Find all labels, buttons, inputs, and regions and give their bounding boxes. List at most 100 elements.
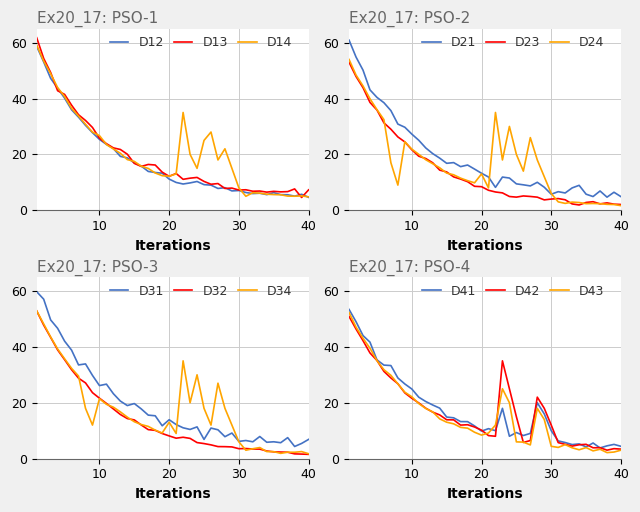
D34 — [82, 406, 90, 412]
D14 — [277, 191, 285, 198]
D12 — [186, 180, 194, 186]
Legend: D12, D13, D14: D12, D13, D14 — [104, 31, 297, 54]
D23 — [596, 201, 604, 207]
D23 — [464, 179, 472, 185]
D32 — [40, 322, 47, 328]
D42 — [561, 441, 569, 447]
D31 — [235, 438, 243, 444]
Legend: D31, D32, D34: D31, D32, D34 — [104, 280, 297, 303]
D12 — [214, 185, 222, 191]
Line: D43: D43 — [349, 313, 621, 453]
D13 — [200, 178, 208, 184]
D24 — [513, 152, 520, 158]
D43 — [506, 400, 513, 406]
D12 — [47, 75, 54, 81]
D41 — [408, 386, 415, 392]
D42 — [380, 368, 388, 374]
D24 — [540, 174, 548, 180]
D41 — [527, 430, 534, 436]
D41 — [484, 425, 492, 432]
D23 — [575, 202, 583, 208]
D24 — [443, 170, 451, 176]
D14 — [200, 137, 208, 143]
D12 — [145, 168, 152, 175]
D41 — [596, 445, 604, 451]
D32 — [82, 380, 90, 386]
D42 — [513, 414, 520, 420]
D14 — [235, 185, 243, 191]
D42 — [540, 406, 548, 412]
D21 — [470, 166, 478, 172]
D21 — [443, 160, 451, 166]
D13 — [270, 188, 278, 195]
D41 — [589, 440, 597, 446]
D24 — [436, 165, 444, 171]
D41 — [380, 362, 388, 368]
D23 — [408, 147, 415, 153]
D24 — [422, 157, 429, 163]
D13 — [179, 176, 187, 182]
D21 — [492, 184, 499, 190]
D42 — [617, 446, 625, 452]
D34 — [228, 422, 236, 428]
D32 — [298, 451, 305, 457]
D34 — [124, 414, 131, 420]
D31 — [284, 435, 291, 441]
D34 — [270, 449, 278, 455]
D24 — [408, 146, 415, 152]
D12 — [152, 169, 159, 176]
D23 — [394, 134, 402, 140]
D12 — [88, 130, 96, 136]
D13 — [33, 35, 40, 41]
Line: D34: D34 — [36, 311, 308, 454]
D41 — [366, 339, 374, 345]
D24 — [603, 201, 611, 207]
D41 — [506, 433, 513, 439]
D12 — [298, 191, 305, 197]
D31 — [158, 423, 166, 429]
D42 — [464, 422, 472, 428]
D41 — [464, 418, 472, 424]
D24 — [457, 175, 465, 181]
D13 — [235, 187, 243, 193]
D23 — [443, 169, 451, 175]
D12 — [221, 185, 228, 191]
Legend: D21, D23, D24: D21, D23, D24 — [417, 31, 609, 54]
D42 — [394, 380, 402, 387]
D23 — [589, 199, 597, 205]
D23 — [520, 193, 527, 199]
D34 — [145, 423, 152, 430]
D13 — [291, 186, 298, 192]
D34 — [33, 308, 40, 314]
D13 — [172, 170, 180, 177]
D12 — [242, 189, 250, 196]
D31 — [256, 434, 264, 440]
D21 — [464, 162, 472, 168]
D34 — [186, 400, 194, 406]
D41 — [603, 443, 611, 449]
D42 — [352, 326, 360, 332]
D31 — [102, 381, 110, 387]
D42 — [520, 439, 527, 445]
D43 — [394, 381, 402, 387]
D34 — [47, 334, 54, 340]
D43 — [457, 424, 465, 431]
D32 — [61, 357, 68, 363]
Line: D21: D21 — [349, 40, 621, 197]
D31 — [263, 439, 271, 445]
D32 — [75, 375, 83, 381]
D12 — [54, 85, 61, 91]
D12 — [305, 194, 312, 200]
D13 — [242, 187, 250, 193]
D41 — [470, 423, 478, 429]
D21 — [436, 155, 444, 161]
D42 — [596, 444, 604, 451]
D41 — [429, 402, 436, 408]
D14 — [214, 157, 222, 163]
D41 — [547, 428, 555, 434]
D21 — [547, 191, 555, 197]
X-axis label: Iterations: Iterations — [134, 239, 211, 252]
D42 — [499, 358, 506, 364]
D34 — [138, 421, 145, 428]
D41 — [450, 415, 458, 421]
